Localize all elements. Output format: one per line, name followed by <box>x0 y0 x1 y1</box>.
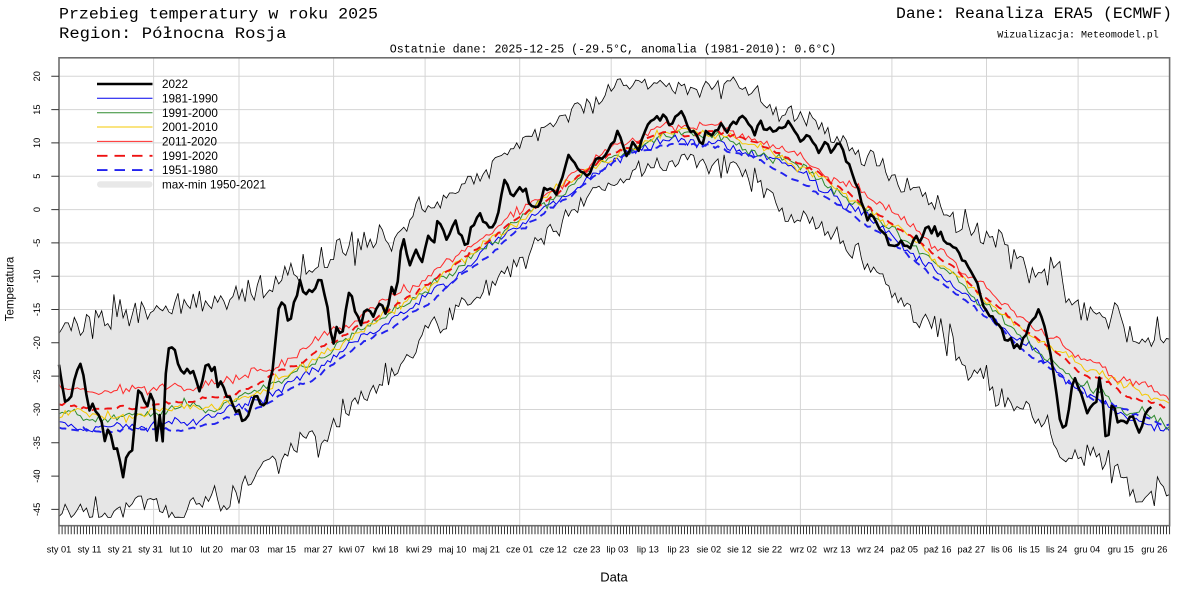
svg-text:-30: -30 <box>32 403 42 416</box>
svg-text:lut 10: lut 10 <box>170 544 192 554</box>
svg-text:mar 03: mar 03 <box>231 544 260 554</box>
svg-text:Ostatnie dane: 2025-12-25 (-29: Ostatnie dane: 2025-12-25 (-29.5°C, anom… <box>390 43 837 56</box>
svg-text:-35: -35 <box>32 436 42 449</box>
svg-text:kwi 07: kwi 07 <box>339 544 365 554</box>
svg-text:-15: -15 <box>32 303 42 316</box>
svg-text:paź 16: paź 16 <box>924 544 952 554</box>
svg-text:paź 27: paź 27 <box>958 544 986 554</box>
svg-text:Przebieg temperatury w roku 20: Przebieg temperatury w roku 2025 <box>59 6 378 24</box>
svg-text:20: 20 <box>32 71 42 81</box>
svg-text:2001-2010: 2001-2010 <box>162 121 218 134</box>
svg-text:sie 02: sie 02 <box>697 544 722 554</box>
svg-text:-45: -45 <box>32 503 42 516</box>
svg-text:-5: -5 <box>32 239 42 247</box>
svg-text:wrz 13: wrz 13 <box>822 544 850 554</box>
svg-text:Data: Data <box>600 570 628 585</box>
svg-text:lut 20: lut 20 <box>200 544 222 554</box>
svg-text:sty 21: sty 21 <box>108 544 133 554</box>
svg-text:1951-1980: 1951-1980 <box>162 164 218 177</box>
svg-text:lip 03: lip 03 <box>606 544 628 554</box>
svg-text:-40: -40 <box>32 469 42 482</box>
svg-text:lis 06: lis 06 <box>991 544 1012 554</box>
svg-text:sty 11: sty 11 <box>78 544 102 554</box>
svg-text:cze 23: cze 23 <box>573 544 600 554</box>
svg-text:maj 21: maj 21 <box>472 544 500 554</box>
svg-text:cze 01: cze 01 <box>506 544 533 554</box>
svg-text:0: 0 <box>32 207 42 212</box>
svg-text:max-min 1950-2021: max-min 1950-2021 <box>162 179 266 192</box>
svg-text:mar 15: mar 15 <box>267 544 296 554</box>
svg-text:Dane: Reanaliza ERA5 (ECMWF): Dane: Reanaliza ERA5 (ECMWF) <box>896 5 1172 23</box>
svg-text:lis 15: lis 15 <box>1018 544 1039 554</box>
svg-text:sty 31: sty 31 <box>138 544 163 554</box>
svg-text:Region: Północna Rosja: Region: Północna Rosja <box>59 25 287 43</box>
svg-text:wrz 24: wrz 24 <box>856 544 884 554</box>
svg-text:Temperatura: Temperatura <box>5 256 17 321</box>
svg-text:kwi 18: kwi 18 <box>372 544 398 554</box>
svg-text:-20: -20 <box>32 336 42 349</box>
svg-text:sty 01: sty 01 <box>47 544 72 554</box>
svg-text:sie 12: sie 12 <box>727 544 752 554</box>
svg-text:2011-2020: 2011-2020 <box>162 136 218 149</box>
svg-text:kwi 29: kwi 29 <box>406 544 432 554</box>
svg-text:cze 12: cze 12 <box>540 544 567 554</box>
svg-text:mar 27: mar 27 <box>304 544 333 554</box>
svg-text:-25: -25 <box>32 369 42 382</box>
svg-text:Wizualizacja: Meteomodel.pl: Wizualizacja: Meteomodel.pl <box>997 29 1158 41</box>
svg-text:2022: 2022 <box>162 78 188 91</box>
svg-text:1991-2000: 1991-2000 <box>162 107 218 120</box>
svg-text:maj 10: maj 10 <box>439 544 467 554</box>
svg-text:lip 23: lip 23 <box>667 544 689 554</box>
svg-text:10: 10 <box>32 138 42 148</box>
svg-text:sie 22: sie 22 <box>758 544 783 554</box>
svg-text:wrz 02: wrz 02 <box>789 544 817 554</box>
svg-text:gru 15: gru 15 <box>1108 544 1134 554</box>
svg-text:lip 13: lip 13 <box>637 544 659 554</box>
svg-text:1991-2020: 1991-2020 <box>162 150 218 163</box>
svg-text:lis 24: lis 24 <box>1046 544 1067 554</box>
svg-text:1981-1990: 1981-1990 <box>162 92 218 105</box>
svg-text:gru 26: gru 26 <box>1141 544 1167 554</box>
svg-text:gru 04: gru 04 <box>1074 544 1100 554</box>
svg-text:-10: -10 <box>32 270 42 283</box>
svg-text:5: 5 <box>32 174 42 179</box>
svg-text:15: 15 <box>32 104 42 114</box>
svg-text:paź 05: paź 05 <box>890 544 918 554</box>
